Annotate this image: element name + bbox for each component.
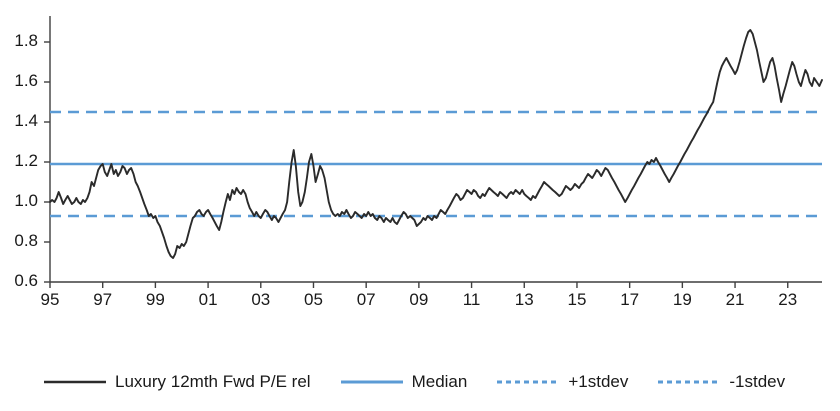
x-axis-tick-label: 01 [198, 290, 218, 309]
x-axis-tick-label: 97 [93, 290, 113, 309]
x-axis-tick-label: 13 [514, 290, 534, 309]
chart-legend: Luxury 12mth Fwd P/E rel Median +1stdev -1s… [0, 362, 840, 402]
x-axis-tick-label: 17 [620, 290, 640, 309]
legend-swatch-solid-icon [340, 375, 403, 389]
legend-item: +1stdev [497, 372, 628, 392]
legend-swatch-solid-icon [44, 375, 106, 389]
legend-label: -1stdev [729, 372, 786, 391]
legend-label: Luxury 12mth Fwd P/E rel [115, 372, 311, 391]
y-axis-tick-label: 1.6 [14, 71, 38, 90]
y-axis-tick-label: 0.8 [14, 231, 38, 250]
x-axis-tick-label: 21 [725, 290, 745, 309]
x-axis-tick-label: 11 [462, 290, 481, 309]
y-axis-tick-label: 1.0 [14, 191, 38, 210]
x-axis-tick-label: 15 [567, 290, 587, 309]
y-axis-tick-label: 1.8 [14, 31, 38, 50]
x-axis-tick-label: 07 [356, 290, 376, 309]
legend-swatch-dashed-icon [658, 375, 721, 389]
x-axis-tick-label: 05 [304, 290, 323, 309]
legend-label: +1stdev [568, 372, 629, 391]
x-axis-tick-label: 03 [251, 290, 271, 309]
series-line-0 [49, 29, 823, 259]
y-axis-tick-label: 0.6 [14, 271, 38, 290]
legend-label: Median [411, 372, 468, 391]
x-axis-tick-label: 19 [672, 290, 692, 309]
legend-item: Median [340, 372, 468, 392]
x-axis-tick-label: 99 [145, 290, 165, 309]
x-axis-tick-label: 09 [409, 290, 429, 309]
x-axis-tick-label: 23 [778, 290, 798, 309]
legend-item: Luxury 12mth Fwd P/E rel [44, 372, 311, 392]
legend-swatch-dashed-icon [497, 375, 560, 389]
y-axis-tick-label: 1.2 [14, 151, 38, 170]
y-axis-tick-label: 1.4 [14, 111, 38, 130]
x-axis-tick-label: 95 [40, 290, 60, 309]
legend-item: -1stdev [658, 372, 785, 392]
